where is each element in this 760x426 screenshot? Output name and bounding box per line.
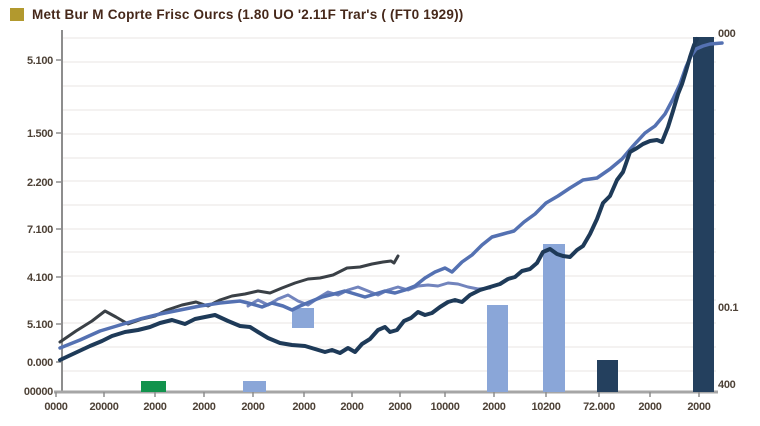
right-axis-label: 000 — [718, 28, 736, 40]
right-axis-label: 400 — [718, 379, 736, 391]
navy-bar-tall — [693, 37, 714, 392]
x-axis-label: 2000 — [687, 401, 710, 413]
x-axis-label: 2000 — [638, 401, 661, 413]
charcoal-line — [58, 254, 400, 344]
x-axis-label: 10200 — [531, 401, 560, 413]
lightblue-bar-tall — [543, 244, 565, 392]
x-axis-label: 2000 — [192, 401, 215, 413]
x-axis-label: 10000 — [430, 401, 459, 413]
x-axis-label: 2000 — [482, 401, 505, 413]
x-axis-label: 2000 — [340, 401, 363, 413]
y-axis-label: 1.500 — [27, 128, 53, 140]
x-axis-label: 2000 — [143, 401, 166, 413]
y-axis-label: 5.100 — [27, 55, 53, 67]
green-bar — [141, 381, 166, 392]
y-axis-label: 5.100 — [27, 319, 53, 331]
lightblue-bar-small — [243, 381, 266, 392]
y-axis-label: 00000 — [24, 386, 53, 398]
x-axis-label: 2000 — [292, 401, 315, 413]
right-axis-label: 00.1 — [718, 302, 738, 314]
x-axis-label: 20000 — [89, 401, 118, 413]
chart-legend: Mett Bur M Coprte Frisc Ourcs (1.80 UO '… — [10, 5, 464, 23]
lightblue-bar-mid — [487, 305, 508, 392]
legend-swatch-icon — [10, 7, 24, 21]
chart-title: Mett Bur M Coprte Frisc Ourcs (1.80 UO '… — [32, 6, 464, 22]
x-axis-label: 72.000 — [583, 401, 615, 413]
y-axis-label: 0.000 — [27, 357, 53, 369]
x-axis-label: 2000 — [388, 401, 411, 413]
navy-bar-small — [597, 360, 618, 392]
blue-line — [58, 41, 724, 350]
x-axis-label: 2000 — [241, 401, 264, 413]
lightblue-bar-floating — [292, 308, 314, 328]
y-axis-label: 4.100 — [27, 272, 53, 284]
x-axis-label: 0000 — [44, 401, 67, 413]
blue2-line — [246, 281, 492, 308]
navy-line — [58, 37, 699, 362]
y-axis-label: 2.200 — [27, 177, 53, 189]
y-axis-label: 7.100 — [27, 224, 53, 236]
